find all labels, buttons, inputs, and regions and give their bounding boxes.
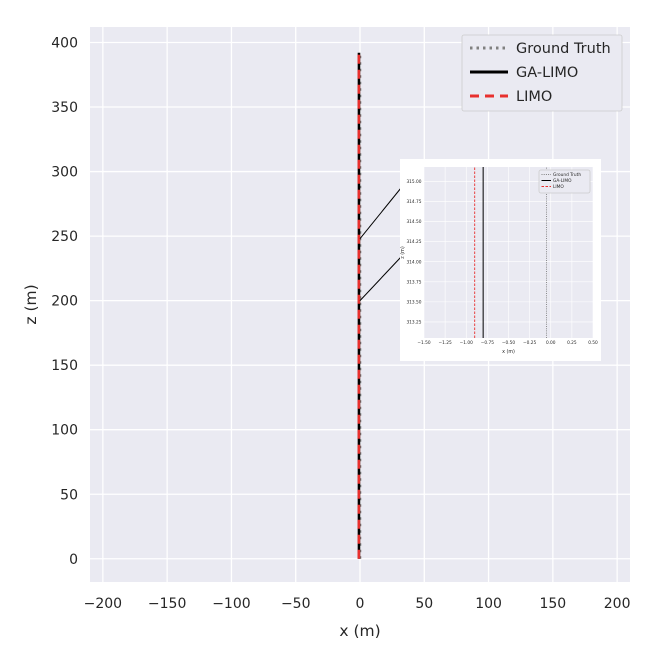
inset-series-group bbox=[474, 167, 547, 338]
inset-x-tick-label: −1.50 bbox=[417, 340, 430, 346]
inset-x-tick-label: 0.00 bbox=[546, 340, 556, 346]
main-legend-box bbox=[461, 34, 623, 112]
inset-legend-label: Ground Truth bbox=[553, 172, 581, 178]
main-y-tick-label: 150 bbox=[51, 358, 78, 374]
main-y-tick-label: 50 bbox=[60, 487, 78, 503]
main-x-tick-label: 100 bbox=[475, 596, 502, 612]
main-y-tick-label: 300 bbox=[51, 165, 78, 181]
inset-x-tick-label: −1.25 bbox=[439, 340, 452, 346]
main-x-tick-label: −50 bbox=[281, 596, 311, 612]
main-x-tick-label: −200 bbox=[84, 596, 122, 612]
main-x-tick-label: 0 bbox=[356, 596, 365, 612]
inset-x-tick-label: −0.50 bbox=[502, 340, 515, 346]
inset-x-tick-label: −0.75 bbox=[481, 340, 494, 346]
inset-y-tick-label: 314.00 bbox=[406, 259, 421, 265]
main-series-group bbox=[357, 52, 362, 559]
main-x-tick-label: 150 bbox=[539, 596, 566, 612]
main-x-tick-label: 50 bbox=[415, 596, 433, 612]
inset-y-tick-label: 314.25 bbox=[406, 239, 421, 245]
inset-x-tick-label: 0.50 bbox=[588, 340, 598, 346]
inset-x-tick-label: −1.00 bbox=[460, 340, 473, 346]
main-x-tick-label: 200 bbox=[604, 596, 631, 612]
main-legend-label: Ground Truth bbox=[516, 41, 611, 57]
main-x-tick-label: −100 bbox=[212, 596, 250, 612]
inset-x-tick-label: 0.25 bbox=[567, 340, 577, 346]
zoom-connector-line bbox=[359, 256, 402, 301]
inset-x-tick-label: −0.25 bbox=[523, 340, 536, 346]
inset-x-axis-label: x (m) bbox=[502, 349, 515, 355]
inset-legend-box bbox=[538, 169, 591, 194]
inset-y-tick-label: 314.75 bbox=[406, 199, 421, 205]
main-y-axis-label: z (m) bbox=[22, 284, 40, 324]
inset-y-tick-label: 315.00 bbox=[406, 179, 421, 185]
main-legend-label: LIMO bbox=[516, 89, 552, 105]
main-x-tick-label: −150 bbox=[148, 596, 186, 612]
zoom-connector-line bbox=[359, 187, 402, 239]
main-y-tick-label: 200 bbox=[51, 294, 78, 310]
main-x-axis-label: x (m) bbox=[339, 622, 380, 640]
inset-legend-label: LIMO bbox=[553, 184, 564, 190]
main-y-tick-label: 0 bbox=[69, 552, 78, 568]
main-legend-label: GA-LIMO bbox=[516, 65, 578, 81]
inset-y-tick-label: 313.75 bbox=[406, 279, 421, 285]
inset-y-axis-label: z (m) bbox=[400, 246, 406, 259]
main-y-tick-label: 350 bbox=[51, 100, 78, 116]
main-y-tick-label: 400 bbox=[51, 36, 78, 52]
inset-legend-label: GA-LIMO bbox=[553, 178, 572, 184]
inset-y-tick-label: 313.25 bbox=[406, 319, 421, 325]
inset-y-tick-label: 314.50 bbox=[406, 219, 421, 225]
inset-panel: −1.50 −1.25 −1.00 −0.75 −0.50 −0.25 0.00 0.25 0.… bbox=[400, 167, 598, 355]
main-y-tick-label: 100 bbox=[51, 423, 78, 439]
inset-y-tick-label: 313.50 bbox=[406, 299, 421, 305]
main-y-tick-label: 250 bbox=[51, 229, 78, 245]
